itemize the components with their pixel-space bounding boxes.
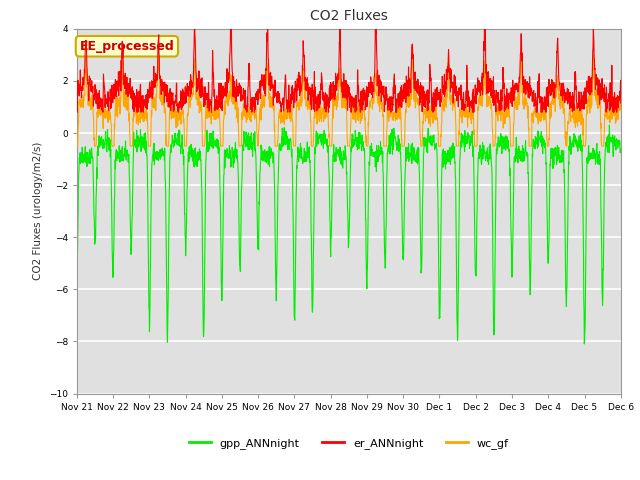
wc_gf [617, 96, 625, 102]
wc_gf [73, 143, 81, 149]
er_ANNnight [617, 100, 625, 106]
er_ANNnight [191, 21, 198, 26]
gpp_ANNnight [601, 155, 609, 161]
er_ANNnight [338, 79, 346, 85]
er_ANNnight [502, 98, 509, 104]
wc_gf [601, 113, 609, 119]
wc_gf [502, 108, 509, 114]
Text: EE_processed: EE_processed [79, 40, 174, 53]
gpp_ANNnight [602, 146, 609, 152]
wc_gf [82, 49, 90, 55]
er_ANNnight [602, 99, 609, 105]
wc_gf [338, 99, 346, 105]
Line: gpp_ANNnight: gpp_ANNnight [77, 125, 621, 344]
er_ANNnight [324, 98, 332, 104]
er_ANNnight [74, 109, 81, 115]
er_ANNnight [101, 89, 109, 95]
gpp_ANNnight [580, 341, 588, 347]
gpp_ANNnight [323, 140, 331, 146]
gpp_ANNnight [337, 149, 345, 155]
Title: CO2 Fluxes: CO2 Fluxes [310, 10, 388, 24]
Line: er_ANNnight: er_ANNnight [77, 24, 621, 112]
wc_gf [101, 106, 109, 112]
Line: wc_gf: wc_gf [77, 52, 621, 146]
er_ANNnight [73, 82, 81, 88]
gpp_ANNnight [501, 136, 509, 142]
gpp_ANNnight [617, 150, 625, 156]
gpp_ANNnight [100, 140, 108, 145]
er_ANNnight [602, 94, 609, 99]
Y-axis label: CO2 Fluxes (urology/m2/s): CO2 Fluxes (urology/m2/s) [33, 142, 44, 280]
gpp_ANNnight [605, 122, 613, 128]
Legend: gpp_ANNnight, er_ANNnight, wc_gf: gpp_ANNnight, er_ANNnight, wc_gf [184, 434, 513, 454]
gpp_ANNnight [73, 277, 81, 283]
wc_gf [602, 107, 609, 112]
wc_gf [323, 110, 331, 116]
